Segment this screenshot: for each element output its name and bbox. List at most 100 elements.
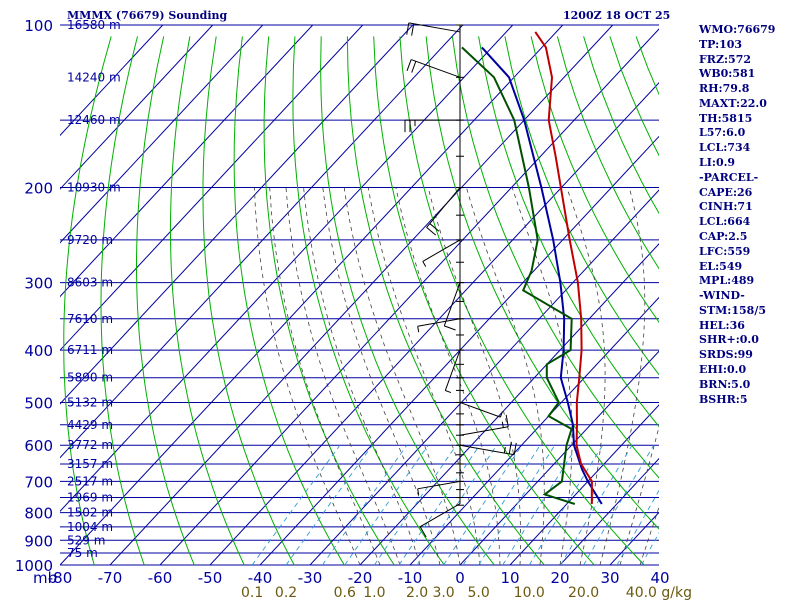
wind-barb-feather — [429, 223, 440, 232]
isotherm-line — [60, 25, 564, 565]
height-label: 9720 m — [67, 233, 113, 247]
dry-adiabat — [794, 36, 800, 576]
moist-adiabat — [395, 187, 501, 565]
height-label: 529 m — [67, 533, 105, 547]
pressure-tick-label: 900 — [24, 532, 53, 550]
temperature-tick-label: -20 — [348, 569, 373, 587]
wind-barb-feather — [417, 326, 420, 333]
pressure-tick-label: 400 — [24, 342, 53, 360]
height-label: 2517 m — [67, 474, 113, 488]
moist-adiabat — [619, 425, 659, 565]
moist-adiabat — [343, 187, 461, 565]
wind-barb — [459, 444, 515, 456]
stat-section-wind: -WIND- — [699, 289, 745, 303]
wind-barb — [426, 187, 461, 228]
mixing-ratio-label: 0.1 — [241, 585, 263, 600]
mixing-ratio-line — [251, 444, 341, 565]
temperature-tick-label: -40 — [248, 569, 273, 587]
wind-barb — [422, 239, 461, 262]
wind-barb — [444, 349, 461, 391]
stat-line: SHR+:0.0 — [699, 333, 759, 347]
mixing-ratio-label: 0.6 — [334, 585, 356, 600]
mixing-ratio-line — [398, 444, 480, 565]
pressure-tick-label: 200 — [24, 180, 53, 198]
wind-barb-feather — [417, 488, 420, 495]
stat-line: TP:103 — [699, 37, 743, 51]
moist-adiabat — [303, 187, 421, 565]
moist-adiabat — [285, 187, 401, 565]
moist-adiabat — [466, 187, 545, 565]
stat-line: L57:6.0 — [699, 126, 746, 140]
stat-line: LFC:559 — [699, 244, 751, 258]
parcel-trace — [481, 46, 603, 505]
moist-adiabat — [367, 187, 481, 565]
mixing-ratio-unit: g/kg — [661, 585, 692, 600]
pressure-tick-label: 100 — [24, 17, 53, 35]
temperature-trace — [534, 31, 593, 505]
dry-adiabat — [63, 36, 112, 565]
dry-adiabat — [100, 36, 145, 565]
moist-adiabat — [511, 187, 573, 565]
mixing-ratio-label: 0.2 — [275, 585, 297, 600]
moist-adiabat — [254, 187, 361, 565]
mixing-ratio-line — [416, 444, 498, 565]
stat-line: WMO:76679 — [699, 23, 776, 36]
isotherm-line — [209, 81, 659, 565]
mixing-ratio-line — [583, 444, 655, 565]
temperature-tick-label: -60 — [148, 569, 173, 587]
temperature-tick-label: 40 — [650, 569, 669, 587]
height-label: 4429 m — [67, 418, 113, 432]
temperature-tick-label: -50 — [198, 569, 223, 587]
stat-line: CAP:2.5 — [699, 229, 748, 243]
temperature-tick-label: 0 — [455, 569, 465, 587]
isotherm-line — [60, 25, 414, 405]
height-label: 3772 m — [67, 438, 113, 452]
mixing-ratio-label: 2.0 — [406, 585, 428, 600]
wind-barb-feather — [419, 526, 427, 538]
stat-line: MAXT:22.0 — [699, 96, 767, 110]
isotherm-line — [509, 404, 659, 565]
pressure-unit-label: mb — [33, 569, 57, 587]
dry-adiabats — [63, 36, 800, 576]
dry-adiabat — [399, 36, 645, 565]
height-label: 12460 m — [67, 113, 121, 127]
stat-line: LCL:734 — [699, 141, 751, 155]
mixing-ratio-line — [285, 444, 373, 565]
stat-line: MPL:489 — [699, 274, 755, 288]
moist-adiabat — [599, 187, 646, 565]
dewpoint-trace — [461, 46, 576, 505]
dry-adiabat — [320, 36, 495, 565]
wind-barb-feather — [513, 442, 517, 455]
isotherm-line — [60, 25, 214, 190]
wind-barb-feather — [426, 227, 437, 236]
height-label: 5132 m — [67, 395, 113, 409]
plot-background — [60, 25, 659, 565]
height-label: 8603 m — [67, 276, 113, 290]
isobar-grid — [60, 24, 659, 566]
wind-barb — [459, 426, 509, 436]
stat-line: BSHR:5 — [699, 392, 748, 406]
pressure-tick-label: 700 — [24, 473, 53, 491]
stat-line: LI:0.9 — [699, 156, 736, 170]
height-label: 14240 m — [67, 70, 121, 84]
pressure-tick-labels: 100 200 300 400 500 600 700 800 900 1000 — [15, 17, 53, 575]
wind-barb — [417, 318, 461, 327]
isotherm-line — [60, 25, 314, 298]
wind-profile — [404, 22, 517, 538]
dry-adiabat — [478, 36, 659, 428]
isotherm-line — [60, 25, 264, 244]
sounding-profiles — [461, 31, 603, 505]
dry-adiabat — [202, 36, 295, 565]
mixing-ratio-label: 1.0 — [363, 585, 385, 600]
height-label: 7610 m — [67, 312, 113, 326]
moist-adiabat — [639, 505, 659, 565]
wind-barb — [459, 401, 501, 418]
isotherm-line — [109, 25, 614, 565]
temperature-tick-label: 20 — [550, 569, 569, 587]
moist-adiabat — [427, 187, 521, 565]
height-label: 75 m — [67, 546, 98, 560]
temperature-tick-label: 30 — [600, 569, 619, 587]
temperature-tick-label: -80 — [48, 569, 73, 587]
height-label: 3157 m — [67, 457, 113, 471]
wind-barb — [443, 282, 461, 327]
